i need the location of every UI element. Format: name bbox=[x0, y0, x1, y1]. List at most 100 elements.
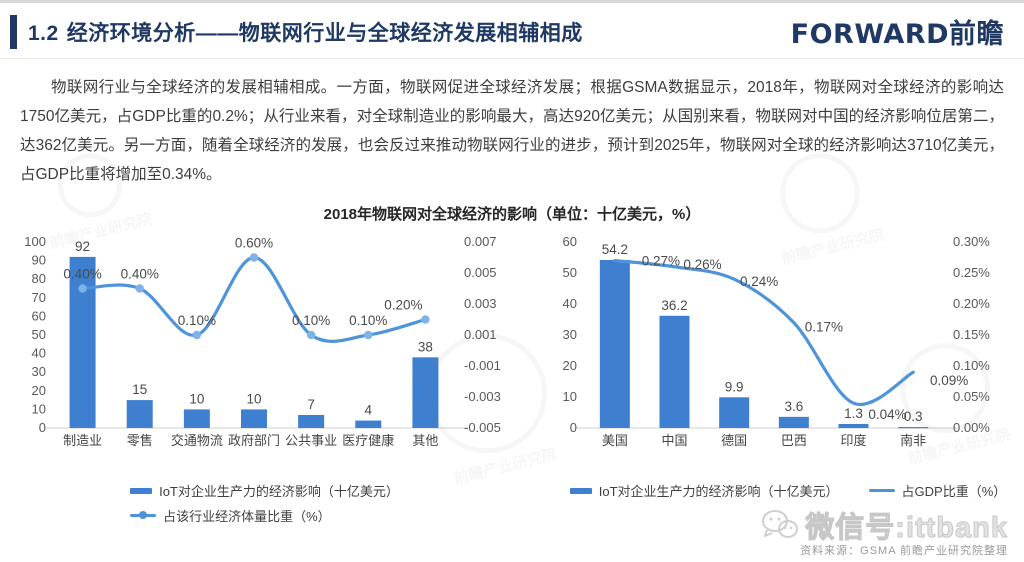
left-axis-tick: 30 bbox=[563, 327, 577, 342]
left-axis-tick: 0 bbox=[570, 420, 577, 435]
right-axis-tick: 0.00% bbox=[953, 420, 990, 435]
bar-value-label: 92 bbox=[75, 239, 90, 254]
charts-row: 100 90 80 70 60 50 40 30 20 10 0 0.007 0.005 0.003 0.0… bbox=[0, 228, 1024, 525]
bar bbox=[599, 259, 630, 428]
legend-label: IoT对企业生产力的经济影响（十亿美元） bbox=[159, 484, 399, 499]
left-axis-tick: 20 bbox=[563, 358, 577, 373]
left-axis-tick: 70 bbox=[32, 290, 46, 305]
right-axis-tick: 0.10% bbox=[953, 358, 990, 373]
bar-value-label: 4 bbox=[365, 403, 373, 418]
legend-line-swatch-icon bbox=[868, 489, 895, 492]
line-point-label: 0.04% bbox=[868, 407, 906, 422]
left-axis-tick: 20 bbox=[32, 383, 46, 398]
right-axis-tick: 0.15% bbox=[953, 327, 990, 342]
line-point-label: 0.10% bbox=[178, 313, 216, 328]
left-axis-tick: 10 bbox=[32, 401, 46, 416]
line-marker bbox=[192, 330, 202, 340]
wechat-icon bbox=[762, 510, 799, 538]
line-marker bbox=[306, 330, 316, 340]
wechat-watermark: 微信号:ittbank bbox=[761, 504, 1008, 546]
left-axis-tick: 60 bbox=[32, 308, 46, 323]
line-point-label: 0.26% bbox=[683, 257, 721, 272]
line-point-label: 0.60% bbox=[235, 236, 273, 251]
title-accent-bar bbox=[10, 14, 17, 49]
left-axis-tick: 50 bbox=[563, 265, 577, 280]
right-axis-tick: 0.20% bbox=[953, 296, 990, 311]
line-point-label: 0.24% bbox=[740, 274, 778, 289]
right-axis-tick: 0.003 bbox=[464, 296, 497, 311]
legend-bar-swatch-icon bbox=[569, 487, 592, 494]
industry-chart-legend: IoT对企业生产力的经济影响（十亿美元） 占该行业经济体量比重（%） bbox=[130, 481, 399, 525]
line-point-label: 0.20% bbox=[384, 298, 422, 313]
bar-value-label: 54.2 bbox=[602, 242, 628, 257]
legend-label: 占该行业经济体量比重（%） bbox=[163, 509, 331, 524]
country-chart-legend: IoT对企业生产力的经济影响（十亿美元） 占GDP比重（%） bbox=[569, 481, 1007, 500]
right-axis-tick: -0.005 bbox=[464, 420, 501, 435]
left-axis-tick: 80 bbox=[32, 271, 46, 286]
line-marker bbox=[421, 315, 430, 324]
category-label: 美国 bbox=[602, 433, 628, 448]
left-axis-tick: 0 bbox=[39, 420, 46, 435]
left-axis-tick: 60 bbox=[563, 234, 577, 249]
category-label: 医疗健康 bbox=[342, 433, 394, 448]
bar bbox=[183, 409, 210, 428]
category-label: 政府部门 bbox=[228, 433, 280, 448]
category-label: 零售 bbox=[127, 433, 153, 448]
legend-label: 占GDP比重（%） bbox=[901, 484, 1007, 499]
bar-value-label: 10 bbox=[189, 391, 204, 406]
section-title: 经济环境分析——物联网行业与全球经济发展相辅相成 bbox=[66, 21, 583, 45]
legend-item: 占GDP比重（%） bbox=[868, 481, 1007, 500]
bar bbox=[355, 420, 382, 428]
legend-item: IoT对企业生产力的经济影响（十亿美元） bbox=[569, 481, 839, 500]
right-axis-tick: 0.05% bbox=[953, 389, 990, 404]
right-axis-tick: 0.007 bbox=[464, 234, 497, 249]
legend-item: 占该行业经济体量比重（%） bbox=[130, 506, 331, 525]
bar-value-label: 1.3 bbox=[844, 406, 863, 421]
line-marker bbox=[364, 330, 373, 340]
bar bbox=[412, 357, 439, 428]
bar-value-label: 9.9 bbox=[725, 379, 744, 394]
bar bbox=[719, 397, 750, 428]
bar bbox=[298, 414, 325, 428]
bar-value-label: 3.6 bbox=[784, 399, 803, 414]
legend-item: IoT对企业生产力的经济影响（十亿美元） bbox=[130, 481, 399, 500]
bar bbox=[778, 416, 809, 428]
left-axis-tick: 10 bbox=[563, 389, 577, 404]
category-label: 交通物流 bbox=[171, 433, 223, 448]
left-axis-tick: 100 bbox=[24, 234, 46, 249]
line-marker bbox=[135, 284, 144, 293]
category-label: 印度 bbox=[840, 433, 866, 448]
category-label: 公共事业 bbox=[285, 433, 337, 448]
bar bbox=[241, 409, 267, 428]
bar-value-label: 36.2 bbox=[661, 298, 687, 313]
line-point-label: 0.17% bbox=[805, 320, 843, 335]
left-axis-tick: 40 bbox=[563, 296, 577, 311]
right-axis-tick: -0.001 bbox=[464, 358, 501, 373]
forward-logo: FORWARD前瞻 bbox=[790, 19, 1004, 50]
section-number: 1.2 bbox=[28, 21, 59, 45]
right-axis-tick: -0.003 bbox=[464, 389, 501, 404]
right-axis-tick: 0.25% bbox=[953, 265, 990, 280]
category-label: 巴西 bbox=[781, 433, 807, 448]
line-point-label: 0.27% bbox=[642, 254, 680, 269]
left-axis-tick: 30 bbox=[32, 364, 46, 379]
bar-value-label: 15 bbox=[132, 382, 147, 397]
category-label: 德国 bbox=[721, 433, 747, 448]
line-series bbox=[613, 259, 915, 407]
category-label: 制造业 bbox=[63, 433, 102, 448]
bar bbox=[126, 400, 153, 428]
category-label: 中国 bbox=[661, 433, 687, 448]
header: 1.2 经济环境分析——物联网行业与全球经济发展相辅相成 FORWARD前瞻 bbox=[0, 3, 1024, 59]
line-marker bbox=[249, 253, 259, 262]
right-axis-tick: 0.005 bbox=[464, 265, 497, 280]
bar-value-label: 38 bbox=[418, 339, 433, 354]
line-point-label: 0.40% bbox=[121, 267, 159, 282]
chart-industry-impact: 100 90 80 70 60 50 40 30 20 10 0 0.007 0.005 0.003 0.0… bbox=[12, 228, 517, 525]
legend-line-swatch-icon bbox=[130, 511, 157, 519]
left-axis-tick: 50 bbox=[32, 327, 46, 342]
country-chart-canvas: 60504030201000.30%0.25%0.20%0.15%0.10%0.… bbox=[563, 234, 991, 448]
line-point-label: 0.10% bbox=[292, 313, 330, 328]
category-label: 其他 bbox=[412, 433, 438, 448]
bar bbox=[659, 315, 690, 428]
